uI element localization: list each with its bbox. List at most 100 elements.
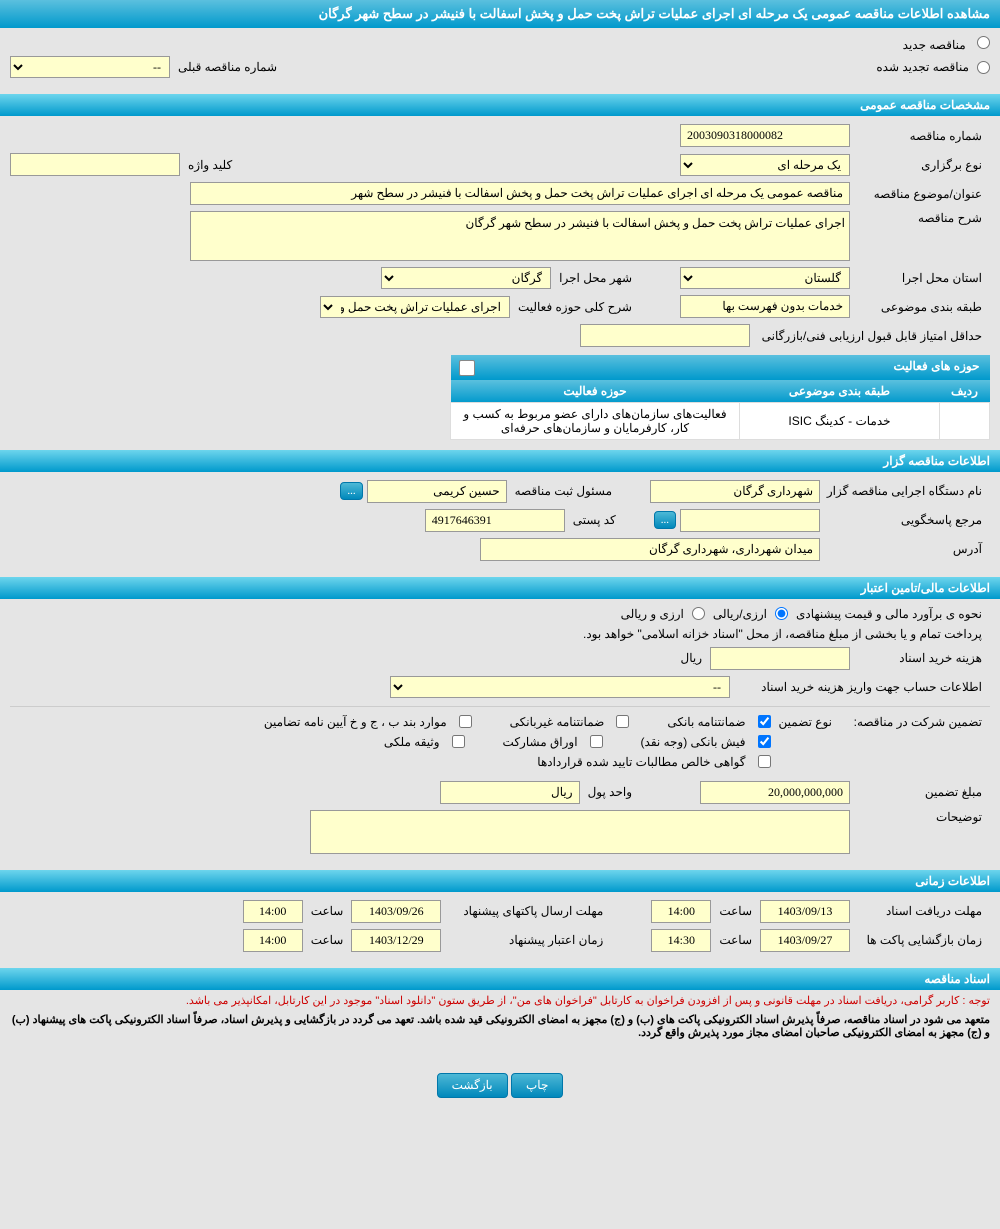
category-label: طبقه بندی موضوعی — [850, 300, 990, 314]
responder-label: مرجع پاسخگویی — [820, 513, 990, 527]
postal-input[interactable] — [425, 509, 565, 532]
print-button[interactable]: چاپ — [511, 1073, 563, 1098]
new-tender-radio[interactable] — [977, 36, 990, 49]
g7-label: گواهی خالص مطالبات تایید شده قراردادها — [529, 755, 753, 769]
pkg-send-date[interactable] — [351, 900, 441, 923]
docs-note-black: متعهد می شود در اسناد مناقصه، صرفاً پذیر… — [0, 1011, 1000, 1041]
doc-cost-unit: ریال — [672, 651, 710, 665]
activity-scope-select[interactable]: اجرای عملیات تراش پخت حمل و پخش اسفالت ب… — [320, 296, 510, 318]
time-lbl-3: ساعت — [711, 933, 760, 947]
g3-check[interactable] — [459, 715, 472, 728]
est-opt1-label: ارزی/ریالی — [705, 607, 775, 621]
section-time: اطلاعات زمانی — [0, 870, 1000, 892]
time-lbl-4: ساعت — [303, 933, 352, 947]
city-select[interactable]: گرگان — [381, 267, 551, 289]
category-input[interactable] — [680, 295, 850, 318]
col-cat: طبقه بندی موضوعی — [740, 380, 940, 403]
subject-label: عنوان/موضوع مناقصه — [850, 187, 990, 201]
validity-label: زمان اعتبار پیشنهاد — [441, 933, 611, 947]
keyword-input[interactable] — [10, 153, 180, 176]
desc-label: شرح مناقصه — [850, 211, 990, 225]
hold-type-select[interactable]: یک مرحله ای — [680, 154, 850, 176]
section-finance: اطلاعات مالی/تامین اعتبار — [0, 577, 1000, 599]
doc-cost-input[interactable] — [710, 647, 850, 670]
new-tender-label: مناقصه جدید — [895, 38, 974, 52]
page-title: مشاهده اطلاعات مناقصه عمومی یک مرحله ای … — [0, 0, 1000, 28]
subject-input[interactable] — [190, 182, 850, 205]
registrar-more-button[interactable]: ... — [340, 482, 362, 500]
pkg-send-label: مهلت ارسال پاکتهای پیشنهاد — [441, 904, 611, 918]
notes-textarea[interactable] — [310, 810, 850, 854]
org-label: نام دستگاه اجرایی مناقصه گزار — [820, 484, 990, 498]
g4-check[interactable] — [758, 735, 771, 748]
g5-check[interactable] — [590, 735, 603, 748]
city-label: شهر محل اجرا — [551, 271, 640, 285]
prev-tender-select[interactable]: -- — [10, 56, 170, 78]
section-general-info: مشخصات مناقصه عمومی — [0, 94, 1000, 116]
time-lbl-2: ساعت — [303, 904, 352, 918]
pay-note: پرداخت تمام و یا بخشی از مبلغ مناقصه، از… — [575, 627, 990, 641]
pkg-open-time[interactable] — [651, 929, 711, 952]
est-opt1-radio[interactable] — [775, 607, 788, 620]
hold-type-label: نوع برگزاری — [850, 158, 990, 172]
guarantee-type-label: نوع تضمین — [771, 715, 840, 729]
g7-check[interactable] — [758, 755, 771, 768]
g6-check[interactable] — [452, 735, 465, 748]
registrar-label: مسئول ثبت مناقصه — [507, 484, 620, 498]
amount-input[interactable] — [700, 781, 850, 804]
address-label: آدرس — [820, 542, 990, 556]
collapse-icon[interactable]: − — [459, 360, 475, 376]
notes-label: توضیحات — [850, 810, 990, 824]
docs-note-red: توجه : کاربر گرامی، دریافت اسناد در مهلت… — [0, 990, 1000, 1011]
unit-label: واحد پول — [580, 785, 640, 799]
pkg-send-time[interactable] — [243, 900, 303, 923]
est-opt2-label: ارزی و ریالی — [613, 607, 692, 621]
activity-scope-label: شرح کلی حوزه فعالیت — [510, 300, 640, 314]
tender-no-input[interactable] — [680, 124, 850, 147]
doc-recv-time[interactable] — [651, 900, 711, 923]
validity-date[interactable] — [351, 929, 441, 952]
g1-check[interactable] — [758, 715, 771, 728]
doc-recv-label: مهلت دریافت اسناد — [850, 904, 990, 918]
min-score-input[interactable] — [580, 324, 750, 347]
activities-title: حوزه های فعالیت — [894, 359, 980, 373]
province-label: استان محل اجرا — [850, 271, 990, 285]
back-button[interactable]: بازگشت — [437, 1073, 508, 1098]
g5-label: اوراق مشارکت — [495, 735, 586, 749]
est-label: نحوه ی برآورد مالی و قیمت پیشنهادی — [788, 607, 990, 621]
section-docs: اسناد مناقصه — [0, 968, 1000, 990]
est-opt2-radio[interactable] — [692, 607, 705, 620]
g3-label: موارد بند ب ، ج و خ آیین نامه تضامین — [256, 715, 455, 729]
postal-label: کد پستی — [565, 513, 624, 527]
min-score-label: حداقل امتیاز قابل قبول ارزیابی فنی/بازرگ… — [750, 329, 990, 343]
section-org-info: اطلاعات مناقصه گزار — [0, 450, 1000, 472]
g4-label: فیش بانکی (وجه نقد) — [633, 735, 754, 749]
doc-cost-label: هزینه خرید اسناد — [850, 651, 990, 665]
g1-label: ضمانتنامه بانکی — [659, 715, 753, 729]
amount-label: مبلغ تضمین — [850, 785, 990, 799]
doc-recv-date[interactable] — [760, 900, 850, 923]
unit-input[interactable] — [440, 781, 580, 804]
validity-time[interactable] — [243, 929, 303, 952]
renewed-tender-radio[interactable] — [977, 61, 990, 74]
responder-more-button[interactable]: ... — [654, 511, 676, 529]
address-input[interactable] — [480, 538, 820, 561]
pkg-open-label: زمان بازگشایی پاکت ها — [850, 933, 990, 947]
desc-textarea[interactable]: اجرای عملیات تراش پخت حمل و پخش اسفالت ب… — [190, 211, 850, 261]
renewed-tender-label: مناقصه تجدید شده — [868, 60, 977, 74]
activities-table: حوزه های فعالیت − ردیف طبقه بندی موضوعی … — [450, 355, 990, 440]
responder-input[interactable] — [680, 509, 820, 532]
g6-label: وثیقه ملکی — [376, 735, 448, 749]
prev-tender-label: شماره مناقصه قبلی — [170, 60, 285, 74]
org-input[interactable] — [650, 480, 820, 503]
registrar-input[interactable] — [367, 480, 507, 503]
g2-label: ضمانتنامه غیربانکی — [502, 715, 613, 729]
account-label: اطلاعات حساب جهت واریز هزینه خرید اسناد — [730, 680, 990, 694]
account-select[interactable]: -- — [390, 676, 730, 698]
pkg-open-date[interactable] — [760, 929, 850, 952]
time-lbl-1: ساعت — [711, 904, 760, 918]
tender-no-label: شماره مناقصه — [850, 129, 990, 143]
g2-check[interactable] — [616, 715, 629, 728]
province-select[interactable]: گلستان — [680, 267, 850, 289]
keyword-label: کلید واژه — [180, 158, 240, 172]
